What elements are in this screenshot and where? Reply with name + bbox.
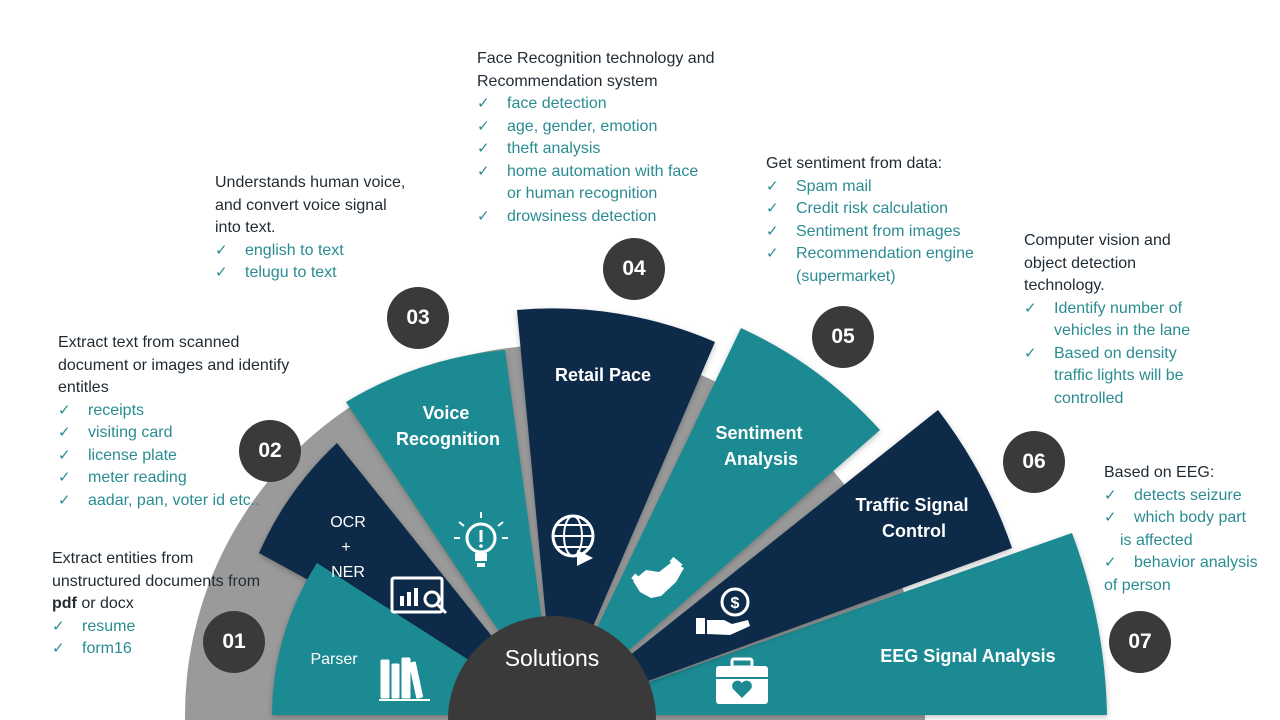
description-06-intro-line2: object detection [1024,254,1137,272]
list-item: age, gender, emotion [477,116,747,139]
list-item: visiting card [58,422,328,445]
list-item: resume [52,616,297,639]
segment-05-label-line1: Sentiment [715,423,802,443]
segment-06-label-line2: Control [882,521,946,541]
segment-07[interactable] [555,533,1107,715]
lightbulb-icon [454,512,508,567]
coin-hand-icon: $ [696,587,750,635]
list-item: english to text [215,240,435,263]
description-05-intro-line1: Get sentiment from data: [766,155,943,172]
description-01-intro-line3: pdf or docx [52,593,297,616]
description-03-intro-line3: into text. [215,219,276,236]
list-item: meter reading [58,467,328,490]
segment-06-label-line1: Traffic Signal [855,495,968,515]
description-06-intro-line3: technology. [1024,277,1105,294]
list-item: of person [1104,576,1171,594]
monitor-search-icon [390,576,448,615]
description-07: Based on EEG: detects seizure which body… [1104,462,1276,597]
description-07-intro-line1: Based on EEG: [1104,464,1215,481]
segment-04-label: Retail Pace [555,365,651,385]
list-item: drowsiness detection [477,206,747,229]
segment-05-label-line2: Analysis [724,449,798,469]
list-item: vehicles in the lane [1054,322,1191,339]
medical-case-icon [716,657,768,704]
badge-03: 03 [387,287,449,349]
globe-icon [551,514,595,566]
segment-03-label-line2: Recognition [396,429,500,449]
badge-05: 05 [812,306,874,368]
list-item: receipts [58,400,328,423]
description-03-intro-line2: and convert voice signal [215,196,387,214]
description-03: Understands human voice, and convert voi… [215,172,435,285]
badge-04: 04 [603,238,665,300]
description-04-list: face detection age, gender, emotion thef… [477,93,747,228]
list-item: theft analysis [477,138,747,161]
description-01-intro-line2: unstructured documents from [52,572,261,590]
list-item: telugu to text [215,262,435,285]
segment-02-label-line1: OCR [330,514,366,531]
badge-07: 07 [1109,611,1171,673]
description-06-intro-line1: Computer vision and [1024,232,1171,249]
description-03-list: english to text telugu to text [215,240,435,285]
list-item: form16 [52,638,297,661]
list-item: aadar, pan, voter id etc.. [58,490,328,513]
list-item: face detection [477,93,747,116]
list-item: Identify number of [1024,298,1244,321]
list-item: Based on density [1024,343,1244,366]
description-04-intro-line2: Recommendation system [477,72,658,90]
description-02-list: receipts visiting card license plate met… [58,400,328,513]
description-01: Extract entities from unstructured docum… [52,548,297,661]
segment-02-label-line2: + [341,539,350,556]
description-01-intro-rest: or docx [76,595,134,612]
list-item: license plate [58,445,328,468]
description-06-list: Identify number of vehicles in the lane … [1024,298,1244,411]
handshake-icon [631,556,684,598]
description-01-list: resume form16 [52,616,297,661]
list-item: home automation with face [477,161,747,184]
hub-label: Solutions [505,645,600,671]
segment-07-label: EEG Signal Analysis [880,646,1055,666]
segment-06[interactable] [555,410,1012,715]
description-05: Get sentiment from data: Spam mail Credi… [766,153,1011,288]
list-item: traffic lights will be [1054,367,1184,384]
badge-06: 06 [1003,431,1065,493]
description-02-intro-line1: Extract text from scanned [58,334,240,351]
list-item: (supermarket) [796,267,896,285]
segment-03-label-line1: Voice [423,403,470,423]
description-07-list: detects seizure which body part is affec… [1104,485,1276,598]
list-item: which body part [1104,507,1276,530]
description-04-intro-line1: Face Recognition technology and [477,50,715,67]
description-04: Face Recognition technology and Recommen… [477,48,747,228]
description-03-intro-line1: Understands human voice, [215,174,406,191]
segment-03[interactable] [346,350,555,715]
solutions-hub[interactable] [448,616,656,720]
segment-04[interactable] [517,308,715,715]
list-item: controlled [1054,389,1124,407]
list-item: Recommendation engine [766,243,1011,266]
description-01-intro-line1: Extract entities from [52,550,194,567]
list-item: Sentiment from images [766,221,1011,244]
description-02: Extract text from scanned document or im… [58,332,328,512]
description-06: Computer vision and object detection tec… [1024,230,1244,410]
list-item: Credit risk calculation [766,198,1011,221]
list-item: behavior analysis [1104,552,1276,575]
segment-05[interactable] [555,328,880,715]
segment-01-label: Parser [310,651,358,668]
description-01-bold-format: pdf [52,595,77,612]
description-02-intro-line3: entitles [58,379,109,396]
list-item: or human recognition [507,185,658,202]
list-item: detects seizure [1104,485,1276,508]
description-05-list: Spam mail Credit risk calculation Sentim… [766,176,1011,289]
list-item: Spam mail [766,176,1011,199]
list-item: is affected [1120,531,1193,549]
svg-text:$: $ [731,595,740,612]
segment-02-label-line3: NER [331,564,365,581]
books-icon [379,657,430,701]
description-02-intro-line2: document or images and identify [58,356,290,374]
